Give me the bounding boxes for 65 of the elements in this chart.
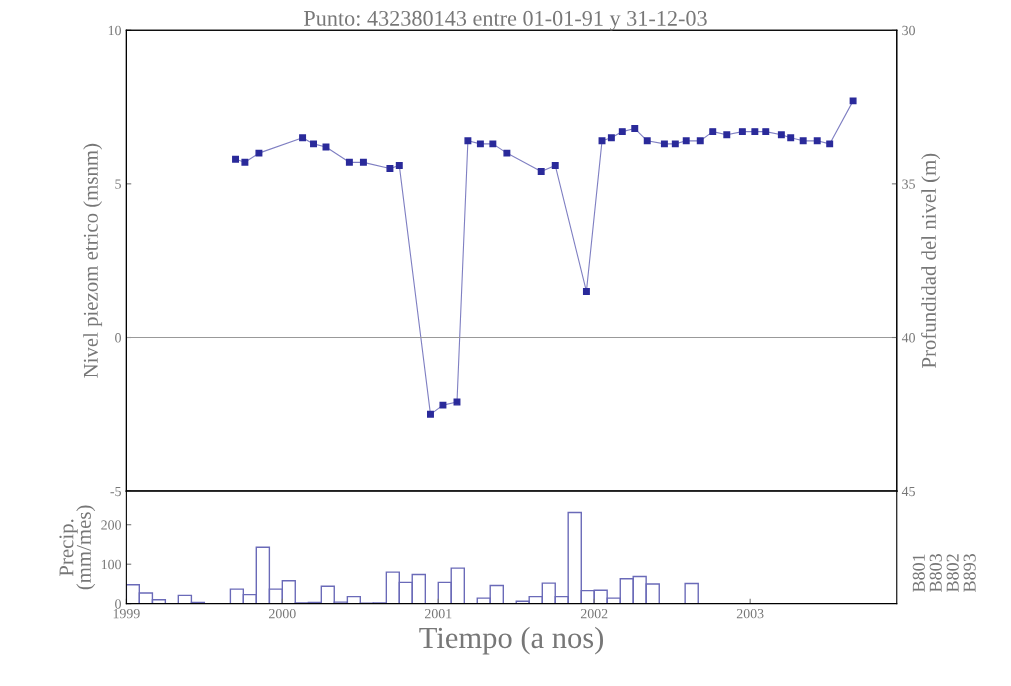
y-tick-label: 10 (108, 25, 121, 36)
point (255, 149, 263, 157)
point (618, 128, 626, 136)
x-tick-label: 1999 (113, 608, 140, 619)
point (439, 401, 447, 409)
point (849, 97, 857, 105)
y-axis-title: Nivel piezom etrico (msnm) (83, 143, 103, 378)
point (359, 158, 367, 166)
point (826, 140, 834, 148)
point (696, 137, 704, 145)
y2-tick-label: 30 (902, 25, 915, 36)
x-axis-title: Tiempo (a nos) (419, 626, 604, 655)
point (643, 137, 651, 145)
point (709, 128, 717, 136)
point (551, 161, 559, 169)
point (322, 143, 330, 151)
point (427, 410, 434, 418)
point (598, 137, 606, 145)
y-tick-label: -5 (110, 486, 121, 497)
x-tick-label: 2000 (269, 608, 296, 619)
x-tick-label: 2002 (580, 608, 608, 619)
point (299, 134, 307, 142)
x-tick-label: 2001 (424, 608, 452, 619)
y-tick-label: 100 (101, 559, 121, 570)
x-tick-label: 2003 (736, 608, 764, 619)
y-tick-label: 200 (101, 520, 121, 530)
point (464, 137, 472, 145)
chart-title: Punto: 432380143 entre 01-01-91 y 31-12-03 (304, 10, 707, 31)
point (671, 140, 679, 148)
text: B802 (946, 554, 959, 592)
text: B803 (929, 554, 942, 592)
y-axis-title: Precip. (mm/mes) (59, 505, 96, 590)
point (777, 131, 785, 139)
point (631, 125, 639, 133)
point (345, 158, 353, 166)
y2-tick-label: 45 (901, 486, 915, 497)
point (723, 131, 731, 139)
point (503, 149, 511, 157)
point (241, 158, 249, 166)
y2-axis-title: Profundidad del nivel (m) (921, 153, 941, 368)
point (738, 128, 746, 136)
point (386, 165, 394, 172)
point (787, 134, 795, 142)
y-tick-label: 5 (115, 179, 121, 189)
text: B801 (912, 554, 925, 592)
point (751, 128, 759, 136)
text: B893 (963, 554, 976, 592)
y2-tick-label: 40 (901, 333, 915, 343)
point (537, 168, 545, 176)
point (799, 137, 807, 145)
y-tick-label: 0 (115, 599, 121, 609)
point (489, 140, 497, 148)
point (813, 137, 821, 145)
point (660, 140, 668, 148)
point (582, 287, 590, 295)
point (762, 128, 770, 136)
point (310, 140, 317, 148)
y2-tick-label: 35 (902, 179, 915, 189)
point (682, 137, 690, 145)
point (607, 134, 615, 142)
point (476, 140, 484, 148)
y-tick-label: 0 (115, 333, 121, 343)
point (395, 161, 403, 169)
point (453, 398, 461, 406)
point (232, 155, 240, 163)
